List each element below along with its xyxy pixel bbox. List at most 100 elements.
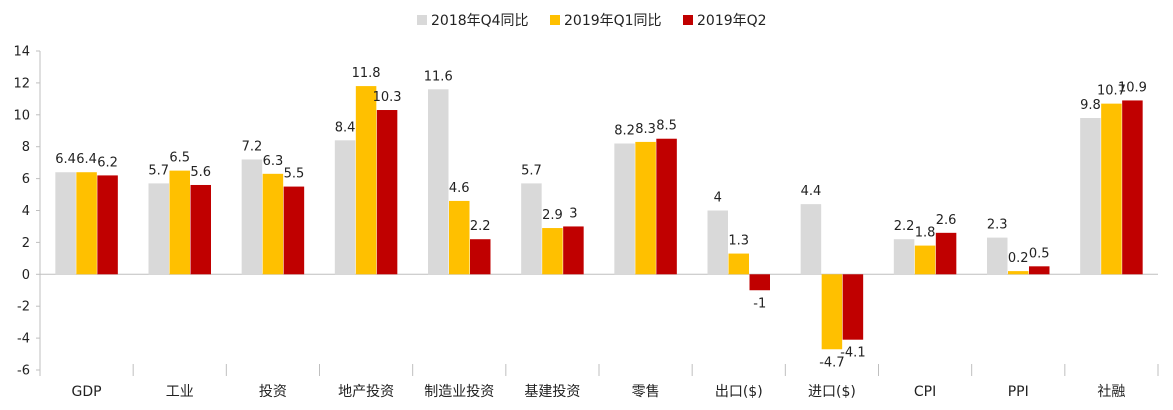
bar [262,173,284,275]
data-label: 2.3 [987,218,1008,233]
bar [241,159,263,275]
bar [55,172,76,275]
bar [1080,117,1101,275]
legend-label: 2019年Q2 [697,13,767,29]
bar [728,253,749,275]
category-label: GDP [72,384,102,400]
data-label: 8.5 [656,119,677,134]
data-label: 5.6 [190,165,211,180]
bar [449,200,470,275]
legend-swatch [683,15,693,25]
bar [376,110,398,275]
data-label: -1 [753,296,766,311]
data-label: 11.8 [352,66,381,81]
bar [1122,100,1143,275]
bar [914,245,936,275]
data-label: 4.6 [449,181,470,196]
y-tick-label: -6 [17,364,30,379]
data-label: 5.5 [284,167,305,182]
y-tick-label: 10 [13,108,30,123]
data-label: 6.5 [169,151,190,166]
data-label: 3 [569,206,577,221]
legend-label: 2019年Q1同比 [564,13,662,29]
bar [76,172,97,275]
bar [749,274,770,291]
data-label: 1.3 [728,234,749,249]
bar [334,140,356,275]
bars [55,86,1143,350]
category-label: 基建投资 [524,383,580,400]
category-label: 社融 [1097,384,1125,400]
legend-label: 2018年Q4同比 [431,13,529,29]
bar [1008,271,1029,275]
y-tick-label: 4 [22,204,30,219]
bar [656,138,677,275]
category-label: 出口($) [715,384,763,400]
bar [821,274,843,350]
data-label: 2.6 [936,213,957,228]
data-label: -4.1 [840,346,865,361]
y-tick-label: 12 [13,76,30,91]
data-label: 2.2 [894,219,915,234]
bar [470,239,491,275]
bar [190,184,211,275]
category-label: 制造业投资 [424,384,494,400]
data-label: 9.8 [1080,98,1101,113]
data-labels: 6.45.77.28.411.65.78.24 4.42.2 2.39.86.4 6.… [55,66,1147,370]
category-label: 地产投资 [338,384,394,400]
category-label: 进口($) [808,384,856,400]
bar [428,89,449,275]
data-label: 8.4 [335,120,356,135]
y-tick-label: 6 [22,172,30,187]
bar [987,237,1008,275]
data-label: 0.2 [1008,251,1029,266]
y-tick-label: -2 [17,300,30,315]
data-label: 6.2 [97,155,118,170]
data-label: -4.7 [819,355,844,370]
bar [542,228,563,275]
category-label: CPI [914,384,936,400]
bar [893,239,915,275]
data-label: 0.5 [1029,246,1050,261]
data-label: 10.3 [373,90,402,105]
legend: 2018年Q4同比 2019年Q1同比 2019年Q2 [417,13,767,29]
data-label: 5.7 [148,163,169,178]
legend-swatch [417,15,427,25]
bar [1029,266,1050,275]
data-label: 5.7 [521,163,542,178]
data-label: 6.4 [76,152,97,167]
bar [563,226,584,275]
category-label: PPI [1008,384,1029,400]
bar [1101,103,1122,275]
bar [148,183,169,275]
data-label: 6.4 [55,152,76,167]
y-tick-label: -4 [17,332,30,347]
data-label: 2.2 [470,219,491,234]
y-tick-label: 14 [13,45,30,60]
bar [355,86,377,275]
bar [283,186,305,275]
data-label: 10.7 [1097,84,1126,99]
bar [935,232,957,275]
category-label: 投资 [259,384,287,400]
legend-swatch [550,15,560,25]
category-label: 工业 [166,384,194,400]
data-label: 8.3 [635,122,656,137]
bar [97,175,118,275]
data-label: 2.9 [542,208,563,223]
data-label: 6.3 [263,154,284,169]
data-label: 8.2 [614,124,635,139]
bar [800,204,822,275]
axes: -6 -4 -2 0 2 4 6 8 10 12 14 GDP 工业 投资 地产投资 制造业投资 基建投资 零售 出… [13,45,1159,400]
data-label: 11.6 [424,69,453,84]
y-tick-label: 0 [22,268,30,283]
bar [842,274,864,340]
bar [614,143,635,275]
data-label: 4.4 [801,184,822,199]
y-tick-label: 2 [22,236,30,251]
data-label: 4 [714,191,722,206]
data-label: 10.9 [1118,80,1147,95]
data-label: 1.8 [915,226,936,241]
